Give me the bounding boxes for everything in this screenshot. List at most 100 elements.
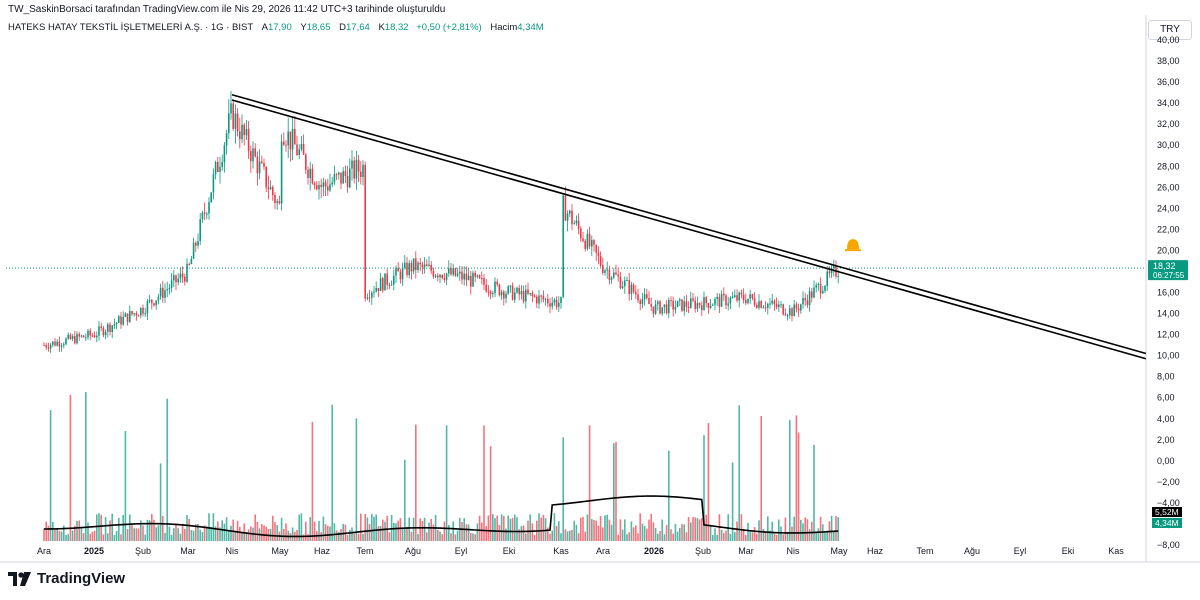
volume-bar bbox=[767, 516, 769, 541]
candle-body bbox=[833, 265, 835, 269]
candle-body bbox=[731, 297, 734, 299]
candle-body bbox=[676, 300, 679, 307]
candle-body bbox=[610, 277, 613, 280]
volume-bar bbox=[494, 518, 496, 541]
volume-bar bbox=[808, 529, 811, 541]
candle-body bbox=[239, 131, 241, 140]
open-value: 17,90 bbox=[267, 22, 292, 33]
volume-bar bbox=[311, 421, 314, 541]
volume-bar bbox=[225, 517, 228, 541]
candle-body bbox=[285, 144, 287, 146]
candle-body bbox=[69, 334, 72, 340]
volume-bar bbox=[663, 534, 666, 541]
volume-bar bbox=[558, 521, 560, 541]
volume-bar bbox=[302, 534, 305, 541]
volume-bar bbox=[364, 513, 366, 541]
candle-body bbox=[489, 291, 492, 295]
volume-bar bbox=[137, 528, 140, 541]
candle-body bbox=[439, 274, 441, 278]
volume-bar bbox=[514, 514, 516, 541]
candle-body bbox=[120, 316, 122, 325]
candle-body bbox=[668, 300, 670, 314]
volume-bar bbox=[126, 529, 129, 541]
candle-body bbox=[214, 162, 217, 175]
volume-bar bbox=[690, 522, 692, 541]
candle-body bbox=[564, 195, 567, 221]
volume-bar bbox=[454, 534, 457, 541]
candle-body bbox=[155, 300, 157, 306]
candle-body bbox=[573, 223, 575, 225]
candle-body bbox=[749, 294, 751, 299]
volume-bar bbox=[652, 522, 655, 541]
candle-body bbox=[692, 298, 694, 301]
time-tick-label: Eki bbox=[503, 546, 516, 556]
volume-moving-average bbox=[43, 495, 839, 538]
volume-bar bbox=[69, 394, 72, 541]
candle-body bbox=[228, 113, 230, 134]
candle-body bbox=[357, 159, 360, 172]
time-tick-label: Tem bbox=[356, 546, 373, 556]
candle-body bbox=[608, 269, 611, 280]
candle-body bbox=[206, 213, 208, 215]
candle-body bbox=[828, 271, 831, 274]
candle-body bbox=[483, 278, 485, 285]
volume-bar bbox=[806, 519, 809, 541]
price-tick-label: 14,00 bbox=[1157, 309, 1180, 319]
volume-bar bbox=[560, 533, 562, 541]
candle-body bbox=[52, 341, 54, 345]
volume-bar bbox=[775, 534, 778, 541]
volume-bar bbox=[353, 533, 355, 541]
candle-body bbox=[617, 274, 619, 277]
candle-body bbox=[423, 264, 426, 268]
volume-bar bbox=[529, 514, 531, 541]
volume-bar bbox=[824, 531, 826, 541]
volume-bar bbox=[362, 533, 364, 541]
currency-selector[interactable]: TRY bbox=[1148, 20, 1192, 40]
time-tick-label: Kas bbox=[1108, 546, 1124, 556]
volume-bar bbox=[234, 530, 237, 541]
volume-bar bbox=[142, 525, 144, 541]
time-tick-label: 2025 bbox=[84, 546, 104, 556]
volume-bar bbox=[584, 531, 586, 541]
candle-body bbox=[613, 272, 615, 278]
candle-body bbox=[630, 284, 633, 295]
candle-body bbox=[560, 296, 562, 304]
price-tick-label: 2,00 bbox=[1157, 435, 1175, 445]
volume-bar bbox=[368, 524, 371, 541]
candle-body bbox=[166, 289, 168, 291]
volume-bar bbox=[496, 515, 498, 541]
candle-body bbox=[129, 311, 131, 322]
candle-body bbox=[54, 341, 56, 346]
volume-bar bbox=[346, 534, 349, 541]
tradingview-logo[interactable]: TradingView bbox=[8, 570, 125, 587]
candle-body bbox=[538, 295, 540, 304]
volume-bar bbox=[826, 530, 828, 541]
candle-body bbox=[679, 299, 681, 301]
volume-bar bbox=[335, 530, 338, 541]
volume-bar bbox=[617, 534, 619, 541]
candle-body bbox=[107, 324, 109, 332]
candle-body bbox=[819, 283, 822, 294]
candle-body bbox=[690, 298, 692, 308]
volume-bar bbox=[124, 431, 127, 541]
candle-body bbox=[487, 291, 490, 293]
candle-body bbox=[45, 345, 47, 348]
candle-body bbox=[716, 296, 718, 299]
candle-body bbox=[791, 308, 793, 317]
volume-bar bbox=[80, 527, 83, 541]
volume-bar bbox=[373, 516, 375, 541]
candle-body bbox=[131, 311, 133, 315]
volume-badge bbox=[1152, 507, 1182, 517]
volume-bar bbox=[683, 524, 685, 541]
candle-body bbox=[591, 240, 593, 247]
price-tick-label: 32,00 bbox=[1157, 119, 1180, 129]
volume-bar bbox=[203, 525, 206, 541]
candle-body bbox=[344, 171, 347, 176]
candle-body bbox=[195, 242, 197, 246]
candle-body bbox=[758, 301, 760, 308]
candle-body bbox=[723, 293, 725, 296]
candle-body bbox=[624, 280, 626, 287]
candle-body bbox=[199, 219, 201, 242]
alert-bell-icon bbox=[845, 249, 861, 252]
